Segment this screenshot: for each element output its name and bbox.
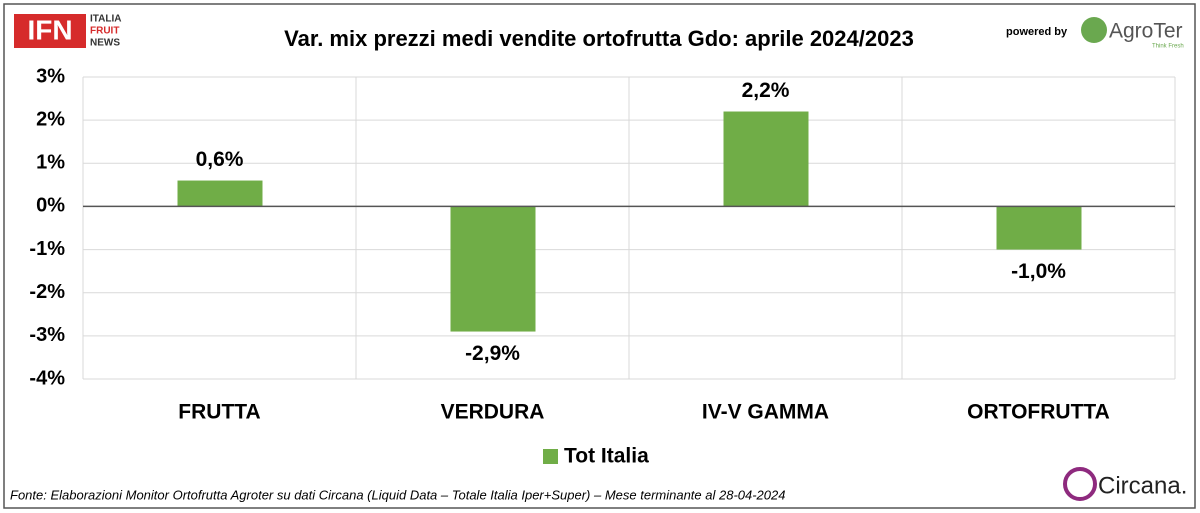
agroter-logo: AgroTer xyxy=(1109,20,1183,43)
ifn-logo-box xyxy=(14,14,86,48)
y-tick-label: -4% xyxy=(29,367,65,389)
data-label: -2,9% xyxy=(465,342,520,365)
agroter-icon xyxy=(1081,17,1107,43)
agroter-tagline: Think Fresh xyxy=(1152,44,1184,50)
chart-title: Var. mix prezzi medi vendite ortofrutta … xyxy=(284,26,914,51)
x-tick-label: FRUTTA xyxy=(178,401,260,424)
footnote: Fonte: Elaborazioni Monitor Ortofrutta A… xyxy=(10,487,785,502)
legend-swatch xyxy=(543,449,558,464)
bar xyxy=(723,111,809,207)
data-label: 0,6% xyxy=(196,148,244,171)
y-tick-label: 1% xyxy=(36,152,65,174)
y-tick-label: -1% xyxy=(29,238,65,260)
bar xyxy=(996,206,1082,250)
bar xyxy=(450,206,536,332)
powered-by: powered by xyxy=(1006,26,1068,38)
ifn-logo: IFN xyxy=(27,14,72,45)
ifn-line: ITALIA xyxy=(90,14,121,25)
frame xyxy=(3,3,1196,509)
x-tick-label: VERDURA xyxy=(441,401,545,424)
ifn-line: FRUIT xyxy=(90,26,119,37)
y-tick-label: 0% xyxy=(36,195,65,217)
y-tick-label: -2% xyxy=(29,281,65,303)
data-label: 2,2% xyxy=(742,79,790,102)
x-tick-label: ORTOFRUTTA xyxy=(967,401,1110,424)
y-tick-label: 3% xyxy=(36,65,65,87)
x-tick-label: IV-V GAMMA xyxy=(702,401,829,424)
bar xyxy=(177,180,263,207)
data-label: -1,0% xyxy=(1011,260,1066,283)
y-tick-label: 2% xyxy=(36,108,65,130)
y-tick-label: -3% xyxy=(29,324,65,346)
ifn-line: NEWS xyxy=(90,38,120,49)
circana-logo: Circana. xyxy=(1098,472,1187,499)
circana-icon xyxy=(1063,467,1097,501)
legend-label: Tot Italia xyxy=(564,445,649,468)
